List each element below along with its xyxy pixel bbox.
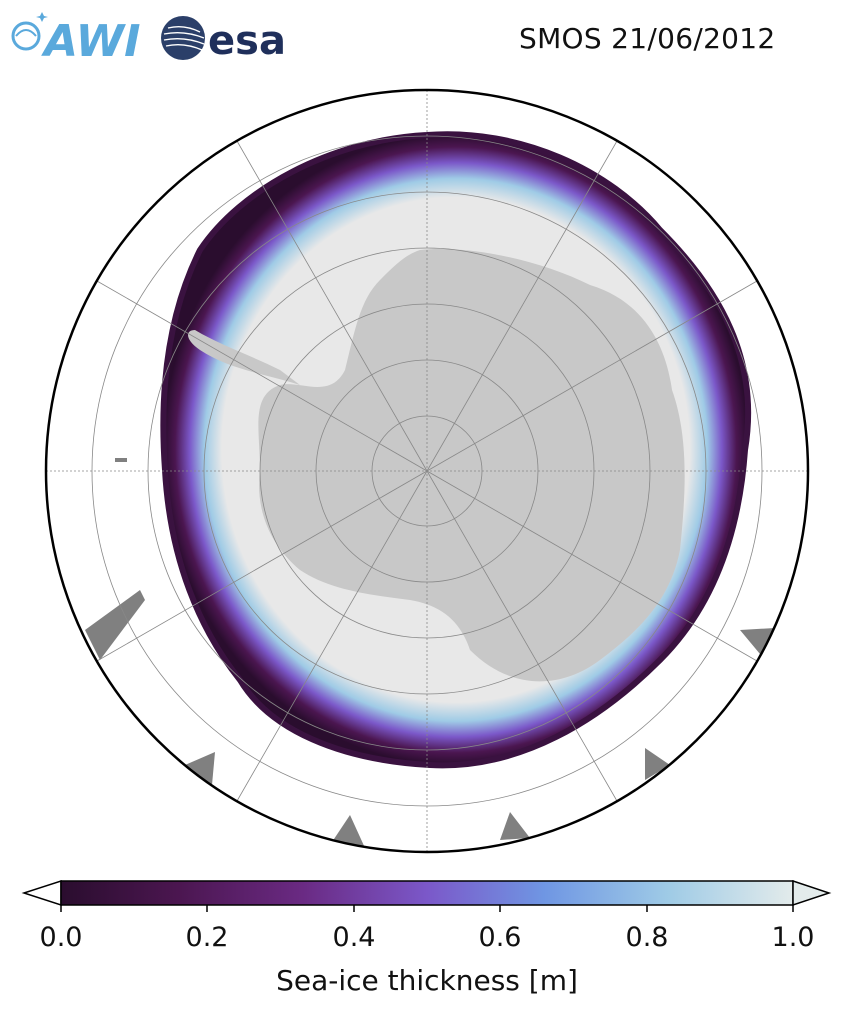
colorbar-tick-label: 0.4 bbox=[332, 922, 376, 953]
esa-logo: esa bbox=[161, 16, 286, 64]
logo-bar: AWI esa bbox=[11, 12, 286, 66]
map-title: SMOS 21/06/2012 bbox=[519, 22, 776, 55]
colorbar-tick-label: 0.6 bbox=[478, 922, 522, 953]
colorbar-tick-label: 0.8 bbox=[625, 922, 669, 953]
map-border bbox=[44, 88, 810, 854]
colorbar-extend-min bbox=[21, 879, 62, 907]
antarctica-landmass bbox=[258, 249, 685, 682]
other-landmasses bbox=[85, 458, 775, 848]
awi-logo: AWI bbox=[11, 12, 141, 66]
colorbar-tick-label: 0.2 bbox=[185, 922, 229, 953]
colorbar-gradient bbox=[60, 880, 794, 906]
colorbar-label: Sea-ice thickness [m] bbox=[276, 964, 578, 997]
colorbar-tick-label: 0.0 bbox=[39, 922, 83, 953]
colorbar-extend-max bbox=[792, 879, 832, 907]
colorbar-tick-label: 1.0 bbox=[771, 922, 815, 953]
antarctic-peninsula bbox=[188, 330, 300, 385]
sea-ice-edge bbox=[160, 131, 752, 769]
esa-logo-text: esa bbox=[208, 18, 286, 64]
colorbar bbox=[21, 879, 832, 912]
awi-logo-text: AWI bbox=[41, 16, 141, 66]
graticule bbox=[46, 90, 808, 852]
colorbar-ticks bbox=[60, 905, 794, 912]
polar-map bbox=[44, 88, 810, 854]
